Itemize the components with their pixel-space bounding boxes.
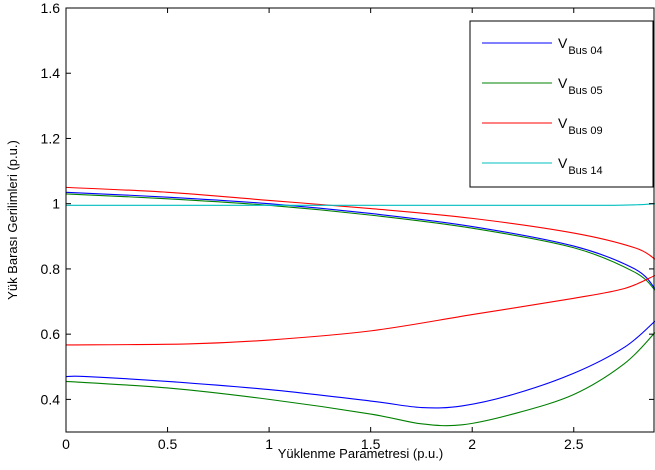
series-line-bus-04-lower bbox=[66, 320, 655, 409]
y-tick-label: 1.2 bbox=[41, 130, 61, 146]
series-line-bus-04-upper bbox=[66, 191, 655, 289]
series-line-bus-05-upper bbox=[66, 193, 655, 291]
y-axis-title: Yük Barası Gerilimleri (p.u.) bbox=[5, 140, 20, 300]
x-tick-label: 0 bbox=[62, 436, 70, 452]
tick-layer: 0 0.5 1 1.5 2 2.5 0.4 0.6 0.8 1 1.2 1.4 1.6 bbox=[41, 0, 654, 452]
x-tick-label: 0.5 bbox=[158, 436, 178, 452]
y-tick-label: 0.6 bbox=[41, 326, 61, 342]
y-tick-label: 0.8 bbox=[41, 261, 61, 277]
x-tick-label: 2.5 bbox=[564, 436, 584, 452]
y-tick-label: 1.4 bbox=[41, 65, 61, 81]
series-line-bus-09-lower bbox=[66, 274, 655, 346]
plot-frame bbox=[65, 7, 655, 433]
legend-box bbox=[469, 20, 654, 188]
y-tick-label: 1.6 bbox=[41, 0, 61, 16]
x-axis-title: Yüklenme Parametresi (p.u.) bbox=[278, 446, 443, 461]
x-tick-label: 1 bbox=[265, 436, 273, 452]
x-tick-label: 1.5 bbox=[361, 436, 381, 452]
y-tick-label: 1 bbox=[52, 196, 60, 212]
series-layer bbox=[66, 186, 655, 427]
x-tick-label: 2 bbox=[468, 436, 476, 452]
series-line-bus-14-upper bbox=[66, 203, 655, 206]
y-tick-label: 0.4 bbox=[41, 391, 61, 407]
series-line-bus-05-lower bbox=[66, 332, 655, 427]
series-line-bus-09-upper bbox=[66, 186, 655, 260]
